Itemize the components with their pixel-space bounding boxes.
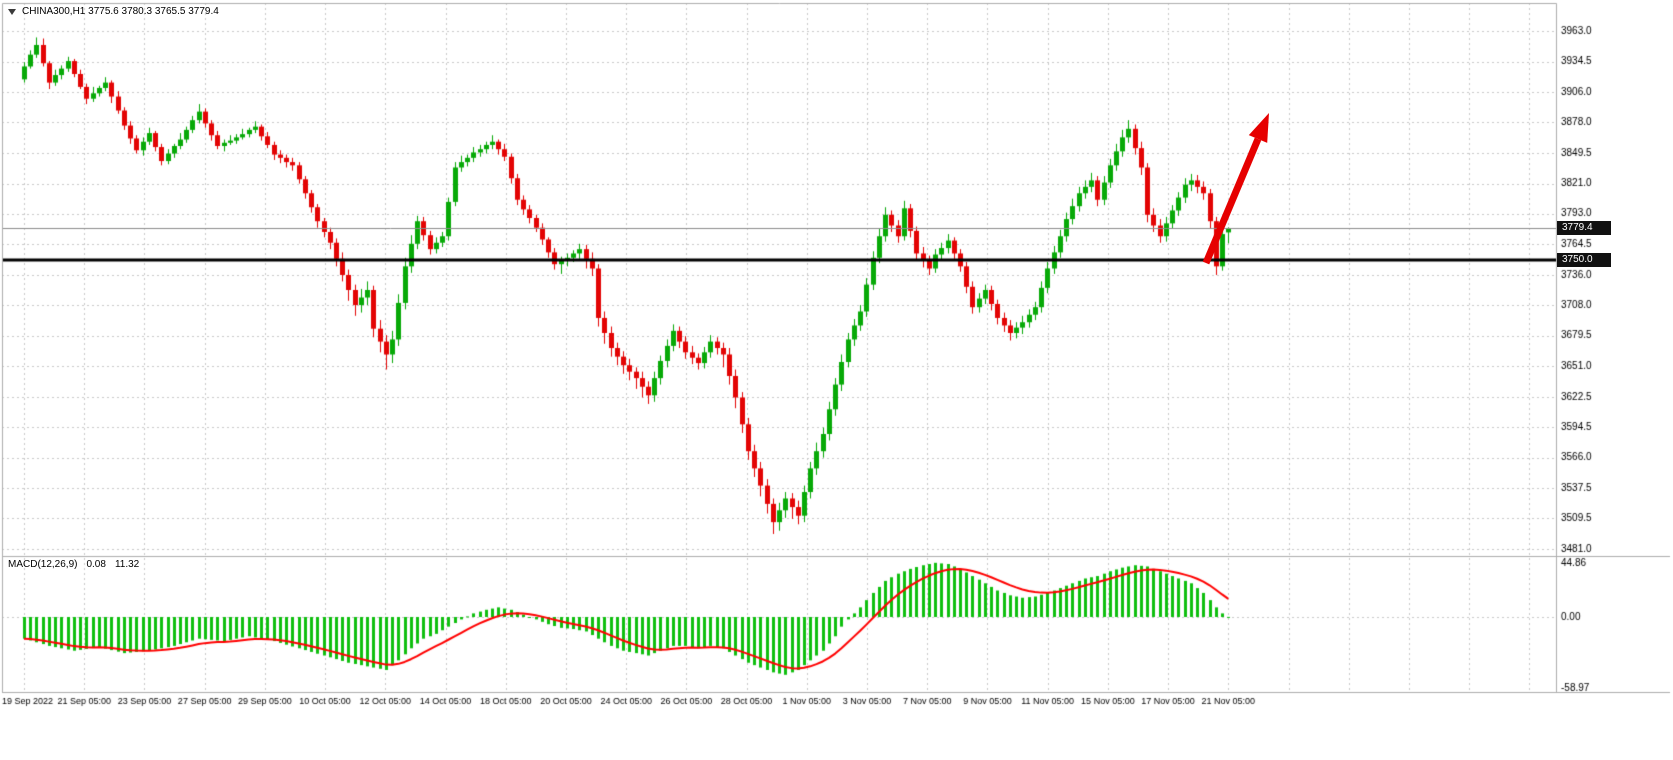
trend-arrow-annotation[interactable]	[1192, 95, 1284, 275]
symbol-dropdown-icon[interactable]	[8, 8, 16, 15]
arrow-head	[1248, 113, 1269, 143]
time-axis[interactable]	[0, 692, 1673, 714]
arrow-line	[1202, 137, 1262, 265]
symbol-title-text: CHINA300,H1 3775.6 3780.3 3765.5 3779.4	[22, 6, 219, 17]
current-price-badge: 3779.4	[1557, 221, 1611, 235]
support-level-badge: 3750.0	[1557, 253, 1611, 267]
symbol-title: CHINA300,H1 3775.6 3780.3 3765.5 3779.4	[8, 6, 219, 17]
macd-signal-value: 11.32	[114, 559, 140, 570]
macd-value: 0.08	[86, 559, 106, 570]
macd-indicator-label: MACD(12,26,9) 0.08 11.32	[8, 559, 139, 570]
price-axis[interactable]	[1557, 0, 1673, 692]
macd-name: MACD(12,26,9)	[8, 559, 78, 570]
pane-separator[interactable]	[0, 552, 1557, 560]
